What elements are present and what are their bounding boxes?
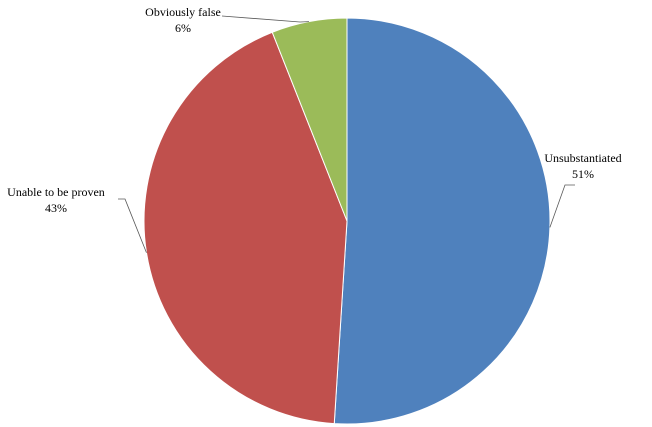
slice-label-name: Obviously false [145, 5, 221, 19]
leader-line-unable-to-be-proven [118, 198, 147, 253]
pie-slices [143, 17, 551, 425]
slice-label-name: Unable to be proven [7, 185, 105, 199]
leader-line-unsubstantiated [549, 184, 575, 228]
pie-slice-unsubstantiated [333, 17, 551, 425]
leader-lines [118, 15, 575, 253]
leader-line-obviously-false [221, 15, 309, 23]
pie-slice-unable-to-be-proven [143, 31, 348, 425]
slice-label-percent: 51% [572, 167, 594, 181]
slice-label-percent: 43% [45, 201, 67, 215]
slice-label-percent: 6% [175, 21, 191, 35]
slice-labels: Unsubstantiated 51% Unable to be proven 43%… [7, 5, 621, 215]
pie-slice-obviously-false [271, 17, 348, 222]
slice-label-name: Unsubstantiated [544, 151, 621, 165]
